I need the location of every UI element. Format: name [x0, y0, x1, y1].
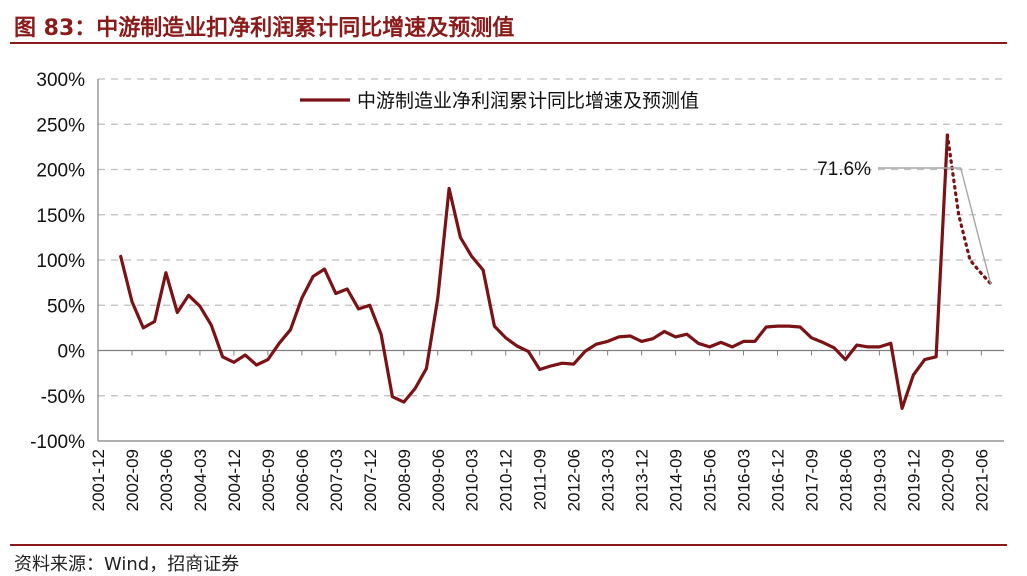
x-tick-label: 2021-06: [972, 449, 991, 511]
x-tick-label: 2007-03: [327, 449, 346, 511]
figure-title: 图 83：中游制造业扣净利润累计同比增速及预测值: [14, 16, 515, 41]
x-tick-label: 2006-06: [293, 449, 312, 511]
title-rule: [10, 42, 1007, 44]
series-line-actual: [119, 133, 950, 410]
x-tick-label: 2011-09: [531, 449, 550, 510]
legend-label: 中游制造业净利润累计同比增速及预测值: [357, 90, 699, 112]
x-tick-label: 2015-06: [701, 449, 720, 511]
x-tick-label: 2013-03: [599, 449, 618, 511]
x-tick-label: 2005-09: [259, 449, 278, 511]
x-tick-label: 2010-12: [497, 449, 516, 511]
x-tick-label: 2018-06: [836, 449, 855, 511]
annotation-label: 71.6%: [817, 159, 871, 180]
x-tick-label: 2004-12: [225, 449, 244, 511]
series-line-forecast: [945, 133, 995, 288]
x-tick-label: 2004-03: [191, 449, 210, 511]
x-tick-label: 2003-06: [157, 449, 176, 511]
y-tick-label: 200%: [36, 161, 85, 182]
y-tick-label: 100%: [36, 251, 85, 272]
x-tick-label: 2008-09: [395, 449, 414, 511]
x-tick-label: 2020-09: [938, 449, 957, 511]
x-tick-label: 2017-09: [802, 449, 821, 511]
x-tick-label: 2016-12: [769, 449, 788, 511]
x-tick-label: 2014-09: [667, 449, 686, 511]
y-tick-label: 150%: [36, 206, 85, 227]
source-note: 资料来源：Wind，招商证券: [14, 554, 240, 575]
x-tick-label: 2002-09: [123, 449, 142, 511]
y-tick-label: 50%: [47, 296, 85, 317]
y-tick-label: -100%: [30, 432, 85, 453]
x-tick-label: 2012-06: [565, 449, 584, 511]
x-tick-label: 2009-06: [429, 449, 448, 511]
y-tick-label: 300%: [36, 70, 85, 91]
annotation-leader-line: [878, 167, 992, 284]
source-rule: [10, 544, 1007, 546]
y-tick-label: 0%: [58, 342, 86, 363]
x-tick-label: 2019-03: [870, 449, 889, 511]
x-tick-label: 2001-12: [89, 449, 108, 511]
x-tick-label: 2007-12: [361, 449, 380, 511]
x-tick-label: 2016-03: [735, 449, 754, 511]
x-tick-label: 2010-03: [463, 449, 482, 511]
y-tick-label: 250%: [36, 115, 85, 136]
x-tick-label: 2019-12: [904, 449, 923, 511]
x-tick-label: 2013-12: [633, 449, 652, 511]
y-tick-label: -50%: [41, 387, 85, 408]
